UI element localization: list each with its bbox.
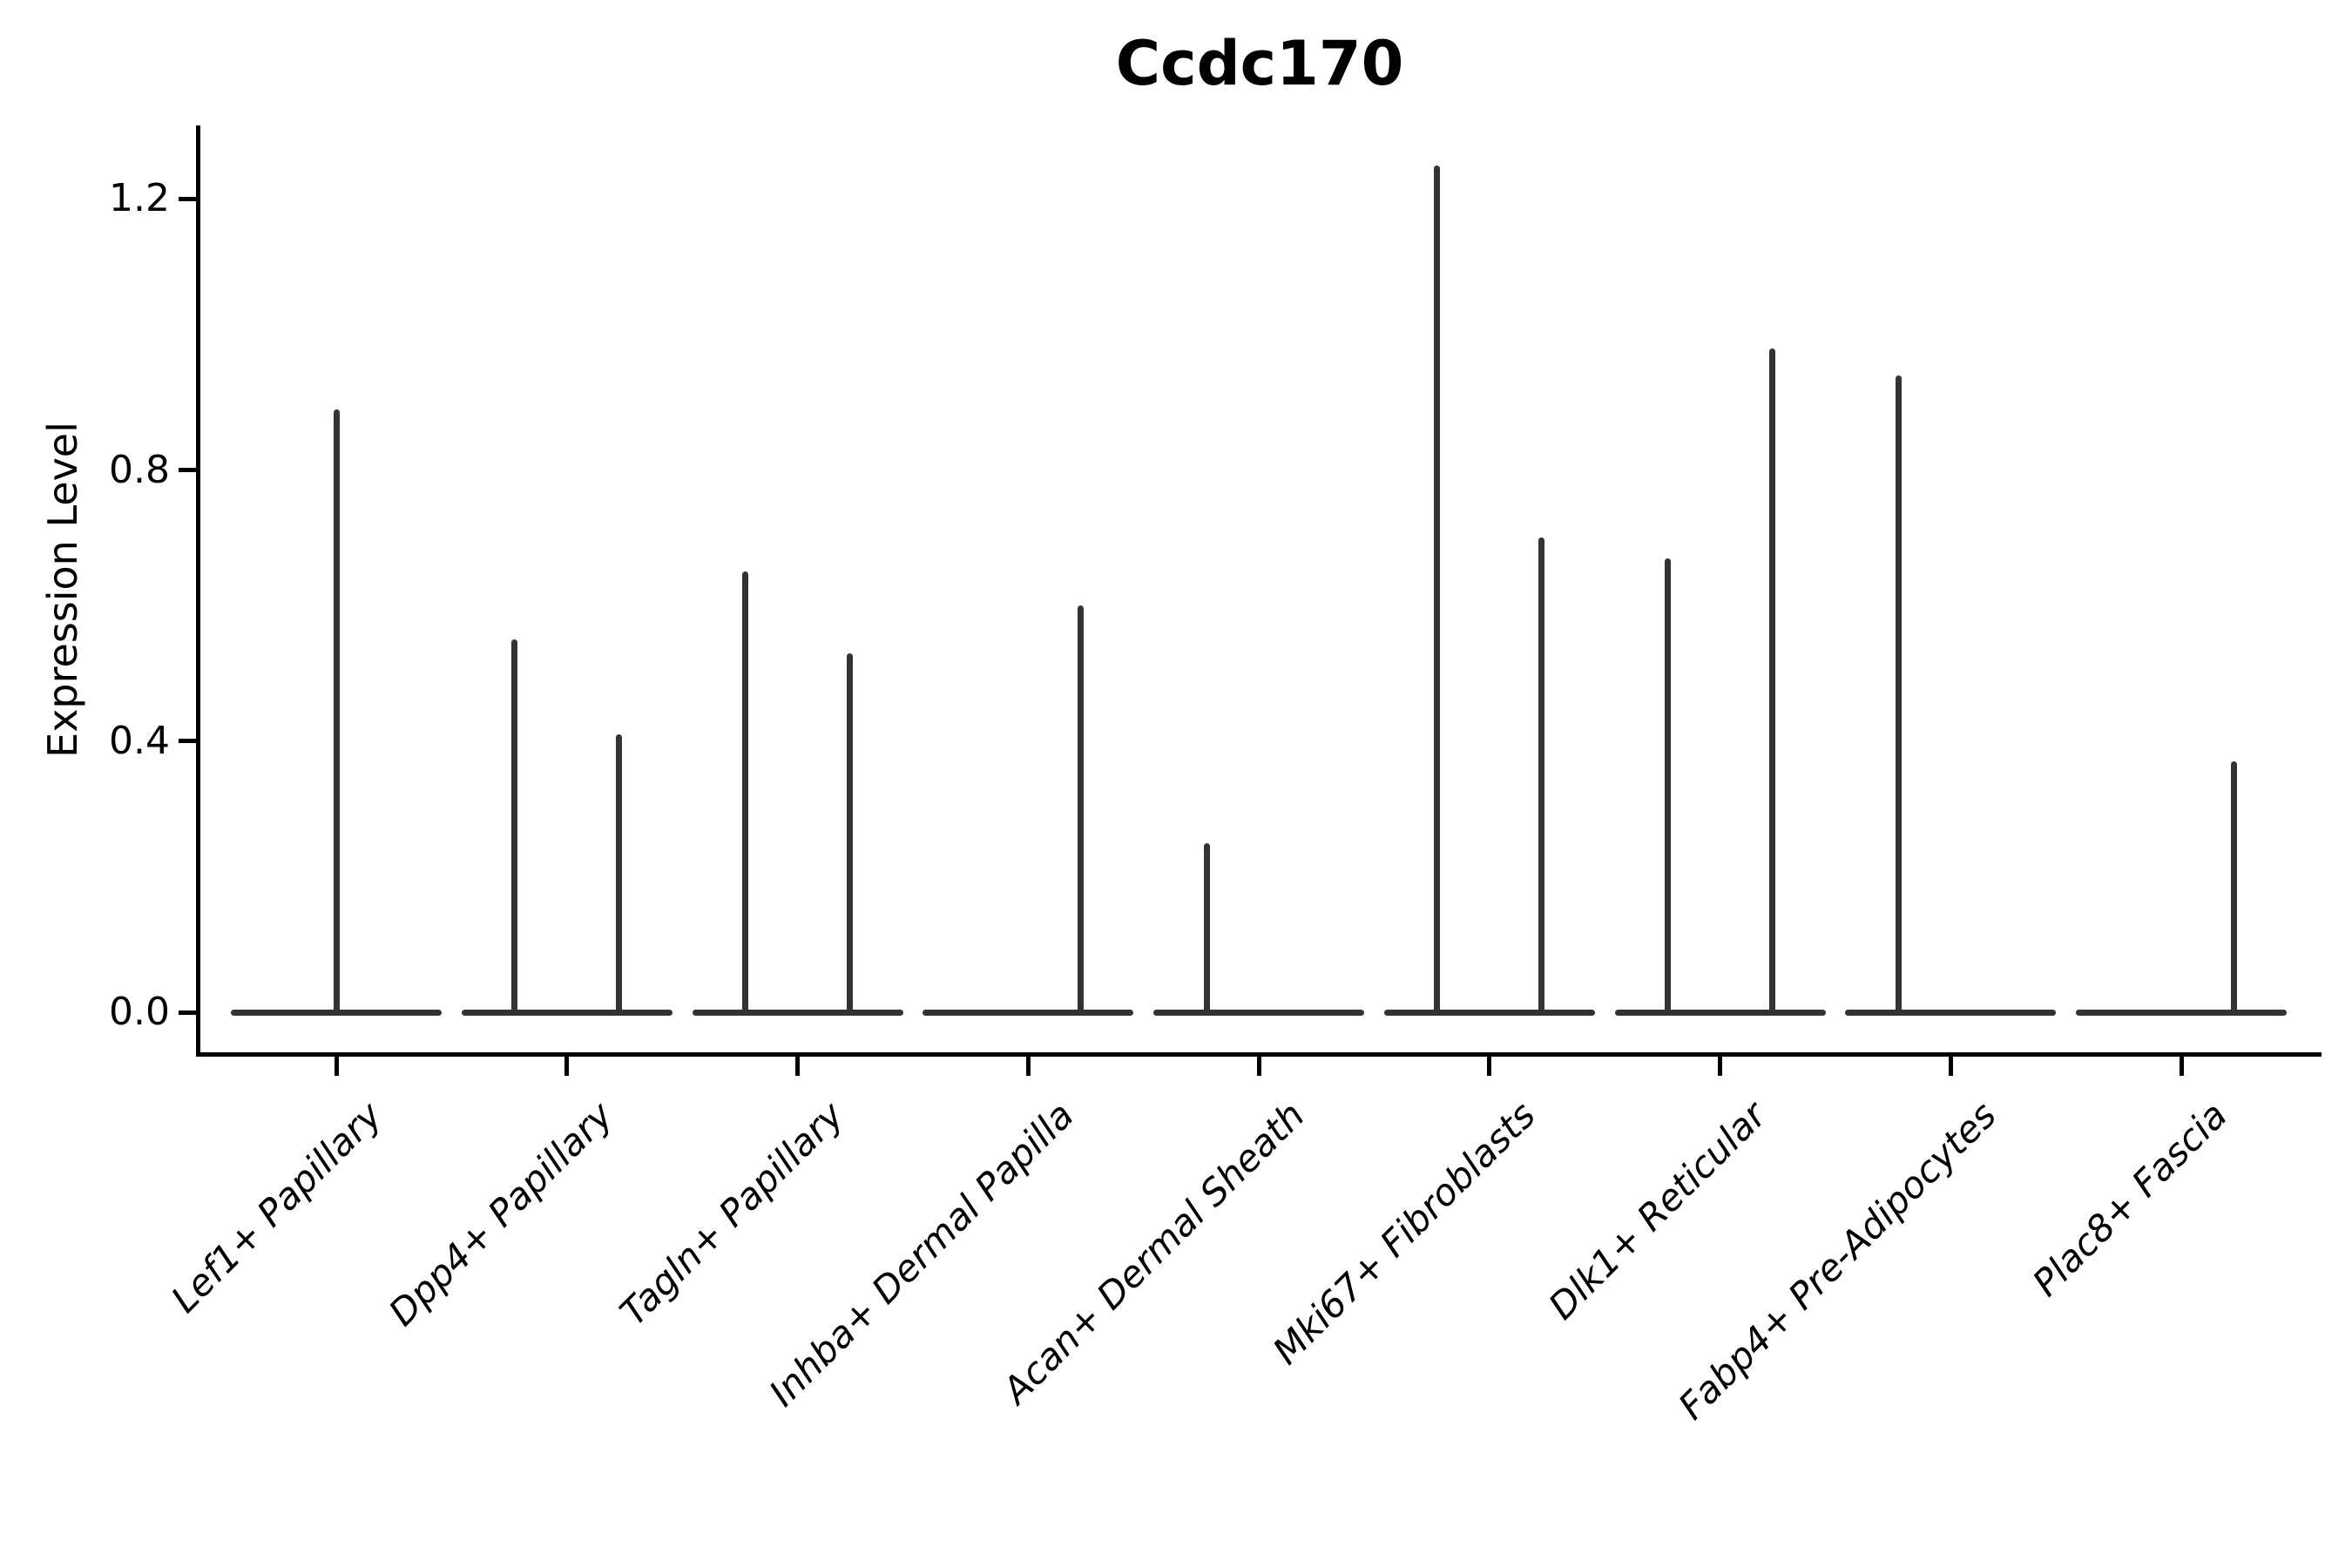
y-tick-label: 0.4 xyxy=(109,718,170,763)
violin-baseline xyxy=(1383,1009,1595,1016)
x-tick-mark xyxy=(1256,1057,1261,1076)
x-tick-mark xyxy=(564,1057,570,1076)
x-tick-mark xyxy=(334,1057,339,1076)
violin-spike xyxy=(616,734,623,1016)
y-tick-mark xyxy=(179,468,198,473)
violin-spike xyxy=(2230,761,2237,1016)
violin-baseline xyxy=(692,1009,903,1016)
y-tick-mark xyxy=(179,1010,198,1015)
violin-baseline xyxy=(461,1009,672,1016)
x-tick-mark xyxy=(1948,1057,1953,1076)
violin-baseline xyxy=(923,1009,1134,1016)
violin-spike xyxy=(1665,558,1671,1016)
violin-spike xyxy=(847,652,853,1016)
y-tick-mark xyxy=(179,196,198,201)
violin-baseline xyxy=(2076,1009,2287,1016)
violin-spike xyxy=(1077,605,1084,1016)
violin-baseline xyxy=(1153,1009,1364,1016)
x-tick-mark xyxy=(1025,1057,1031,1076)
violin-baseline xyxy=(1845,1009,2057,1016)
violin-spike xyxy=(1769,348,1775,1016)
x-tick-mark xyxy=(1487,1057,1492,1076)
violin-spike xyxy=(511,639,518,1016)
chart-title: Ccdc170 xyxy=(1115,28,1404,99)
violin-spike xyxy=(1203,842,1210,1016)
y-tick-mark xyxy=(179,739,198,744)
violin-spike xyxy=(333,409,340,1016)
x-axis-spine xyxy=(196,1052,2322,1057)
y-axis-spine xyxy=(196,125,200,1057)
x-tick-mark xyxy=(795,1057,800,1076)
y-tick-label: 0.8 xyxy=(109,447,170,492)
violin-spike xyxy=(1538,537,1545,1016)
violin-spike xyxy=(742,571,748,1016)
x-tick-mark xyxy=(2179,1057,2184,1076)
x-tick-mark xyxy=(1718,1057,1722,1076)
violin-spike xyxy=(1434,165,1441,1016)
violin-baseline xyxy=(1614,1009,1826,1016)
violin-spike xyxy=(1895,375,1902,1016)
y-tick-label: 0.0 xyxy=(109,990,170,1034)
y-tick-label: 1.2 xyxy=(109,176,170,221)
